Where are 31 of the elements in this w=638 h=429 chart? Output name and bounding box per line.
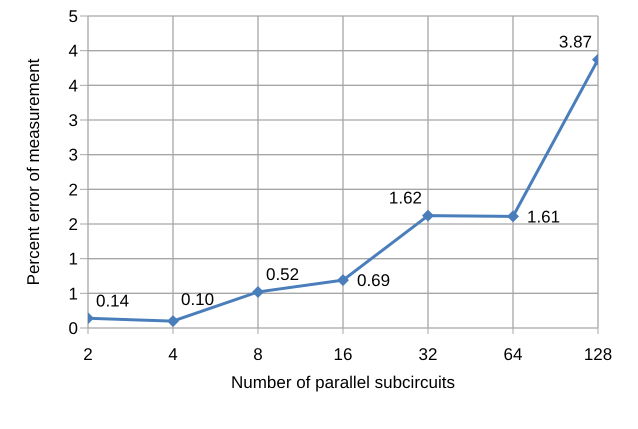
x-tick-label: 8 xyxy=(253,345,263,364)
y-tick-label: 4 xyxy=(68,76,78,96)
y-tick-label: 1 xyxy=(68,250,78,269)
y-tick-label: 5 xyxy=(68,7,78,26)
y-tick-label: 3 xyxy=(68,111,78,130)
point xyxy=(507,210,519,222)
point xyxy=(337,274,349,286)
x-tick-label: 128 xyxy=(584,345,612,364)
point xyxy=(422,210,434,222)
data-label: 0.14 xyxy=(96,291,130,310)
y-tick-label: 2 xyxy=(68,215,78,234)
y-tick-label: 4 xyxy=(68,42,78,61)
point xyxy=(167,315,179,328)
x-tick-label: 64 xyxy=(504,345,522,364)
data-label: 0.10 xyxy=(181,290,214,310)
y-tick-label: 0 xyxy=(68,319,78,338)
data-label: 1.62 xyxy=(388,188,422,208)
x-tick-label: 4 xyxy=(168,345,178,364)
point xyxy=(252,286,264,298)
x-tick-label: 32 xyxy=(418,345,438,364)
y-axis-title: Percent error of measurement xyxy=(24,58,44,286)
data-label: 0.69 xyxy=(357,271,390,290)
data-label: 0.52 xyxy=(266,264,300,284)
data-label: 1.61 xyxy=(527,207,560,226)
y-tick-label: 2 xyxy=(68,180,78,200)
x-tick-label: 16 xyxy=(334,345,352,364)
x-axis-title: Number of parallel subcircuits xyxy=(231,373,455,392)
y-tick-label: 1 xyxy=(68,284,78,304)
x-tick-label: 2 xyxy=(83,345,93,364)
data-label: 3.87 xyxy=(558,32,592,52)
y-tick-label: 3 xyxy=(68,146,78,165)
